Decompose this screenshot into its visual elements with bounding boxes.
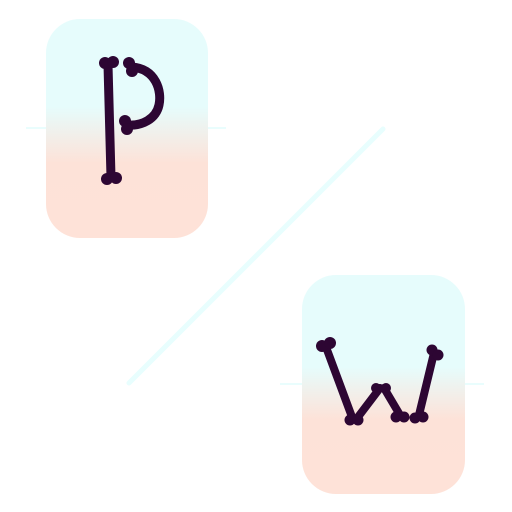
letter-tile-p <box>46 19 208 238</box>
letter-p-icon <box>46 19 208 238</box>
slash-divider <box>126 126 386 386</box>
letter-tile-w <box>302 275 465 494</box>
letter-w-icon <box>302 275 465 494</box>
